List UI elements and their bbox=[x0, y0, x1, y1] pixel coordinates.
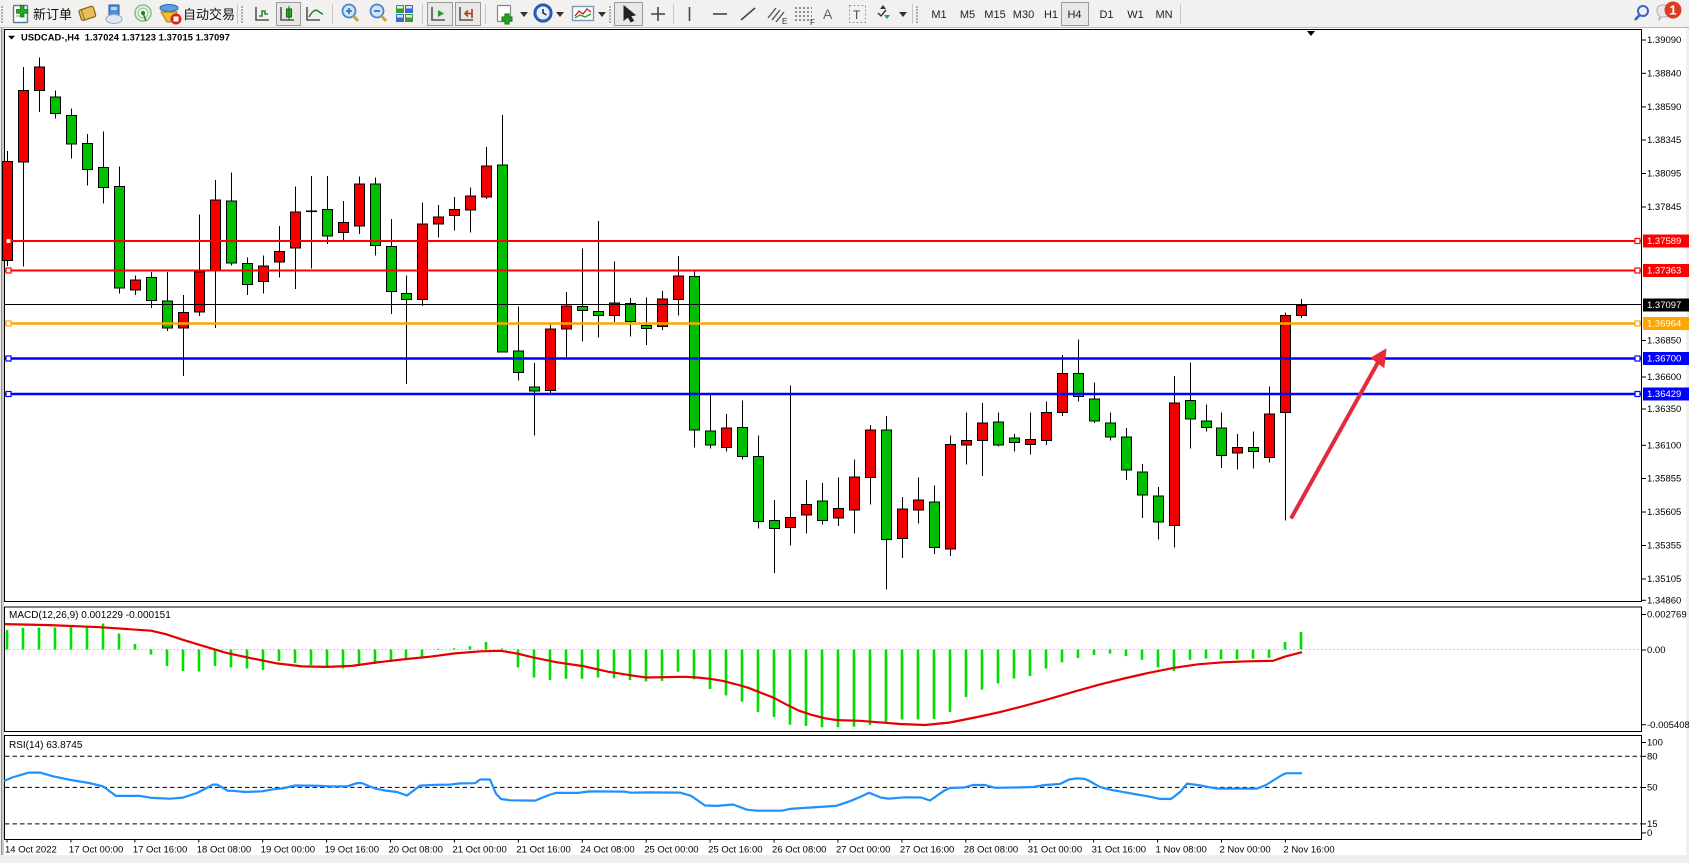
svg-text:2 Nov 16:00: 2 Nov 16:00 bbox=[1283, 845, 1334, 856]
svg-text:1.38345: 1.38345 bbox=[1647, 135, 1681, 146]
svg-text:24 Oct 08:00: 24 Oct 08:00 bbox=[580, 845, 634, 856]
svg-text:19 Oct 16:00: 19 Oct 16:00 bbox=[325, 845, 379, 856]
svg-text:1.37845: 1.37845 bbox=[1647, 202, 1681, 213]
svg-text:1.38095: 1.38095 bbox=[1647, 169, 1681, 180]
svg-text:15: 15 bbox=[1647, 819, 1658, 830]
svg-text:1.37363: 1.37363 bbox=[1647, 266, 1681, 277]
svg-text:新订单: 新订单 bbox=[33, 7, 72, 22]
svg-text:自动交易: 自动交易 bbox=[183, 7, 235, 22]
svg-text:2 Nov 00:00: 2 Nov 00:00 bbox=[1219, 845, 1270, 856]
svg-text:RSI(14) 63.8745: RSI(14) 63.8745 bbox=[9, 740, 83, 751]
svg-text:D1: D1 bbox=[1099, 9, 1113, 21]
svg-text:18 Oct 08:00: 18 Oct 08:00 bbox=[197, 845, 251, 856]
svg-text:M15: M15 bbox=[984, 9, 1005, 21]
svg-text:1.37097: 1.37097 bbox=[1647, 300, 1681, 311]
svg-text:1 Nov 08:00: 1 Nov 08:00 bbox=[1156, 845, 1207, 856]
svg-text:MACD(12,26,9) 0.001229 -0.0001: MACD(12,26,9) 0.001229 -0.000151 bbox=[9, 610, 171, 621]
svg-text:1.36350: 1.36350 bbox=[1647, 404, 1681, 415]
svg-text:1.35355: 1.35355 bbox=[1647, 541, 1681, 552]
svg-text:0.00: 0.00 bbox=[1647, 645, 1666, 656]
svg-text:1: 1 bbox=[1669, 3, 1676, 18]
svg-text:1.36964: 1.36964 bbox=[1647, 319, 1681, 330]
svg-text:20 Oct 08:00: 20 Oct 08:00 bbox=[389, 845, 443, 856]
svg-text:H1: H1 bbox=[1044, 9, 1058, 21]
svg-text:T: T bbox=[853, 8, 861, 22]
svg-text:1.36429: 1.36429 bbox=[1647, 389, 1681, 400]
svg-text:W1: W1 bbox=[1127, 9, 1144, 21]
svg-text:31 Oct 00:00: 31 Oct 00:00 bbox=[1028, 845, 1082, 856]
svg-text:17 Oct 00:00: 17 Oct 00:00 bbox=[69, 845, 123, 856]
svg-text:21 Oct 00:00: 21 Oct 00:00 bbox=[452, 845, 506, 856]
svg-text:50: 50 bbox=[1647, 783, 1658, 794]
svg-text:E: E bbox=[782, 17, 787, 26]
svg-text:1.39090: 1.39090 bbox=[1647, 35, 1681, 46]
svg-text:25 Oct 00:00: 25 Oct 00:00 bbox=[644, 845, 698, 856]
svg-text:MN: MN bbox=[1155, 9, 1172, 21]
svg-text:1.36850: 1.36850 bbox=[1647, 336, 1681, 347]
svg-text:0: 0 bbox=[1647, 828, 1652, 839]
svg-text:0.002769: 0.002769 bbox=[1647, 610, 1687, 621]
svg-text:1.34860: 1.34860 bbox=[1647, 596, 1681, 607]
svg-text:1.35105: 1.35105 bbox=[1647, 574, 1681, 585]
svg-text:1.38590: 1.38590 bbox=[1647, 102, 1681, 113]
svg-text:F: F bbox=[810, 18, 815, 27]
svg-text:-0.005408: -0.005408 bbox=[1647, 720, 1689, 731]
svg-text:19 Oct 00:00: 19 Oct 00:00 bbox=[261, 845, 315, 856]
svg-text:27 Oct 16:00: 27 Oct 16:00 bbox=[900, 845, 954, 856]
svg-text:14 Oct 2022: 14 Oct 2022 bbox=[5, 845, 57, 856]
svg-text:M1: M1 bbox=[931, 9, 946, 21]
svg-text:H4: H4 bbox=[1067, 9, 1081, 21]
svg-text:1.36100: 1.36100 bbox=[1647, 441, 1681, 452]
svg-text:M5: M5 bbox=[960, 9, 975, 21]
svg-text:A: A bbox=[823, 6, 833, 22]
svg-text:21 Oct 16:00: 21 Oct 16:00 bbox=[516, 845, 570, 856]
svg-text:28 Oct 08:00: 28 Oct 08:00 bbox=[964, 845, 1018, 856]
svg-text:1.35605: 1.35605 bbox=[1647, 507, 1681, 518]
svg-text:27 Oct 00:00: 27 Oct 00:00 bbox=[836, 845, 890, 856]
svg-text:1.38840: 1.38840 bbox=[1647, 69, 1681, 80]
svg-text:26 Oct 08:00: 26 Oct 08:00 bbox=[772, 845, 826, 856]
svg-text:USDCAD-,H4 1.37024 1.37123 1.: USDCAD-,H4 1.37024 1.37123 1.37015 1.370… bbox=[21, 33, 230, 43]
svg-text:1.36700: 1.36700 bbox=[1647, 354, 1681, 365]
svg-text:80: 80 bbox=[1647, 752, 1658, 763]
svg-text:100: 100 bbox=[1647, 738, 1663, 749]
svg-text:1.37589: 1.37589 bbox=[1647, 236, 1681, 247]
svg-text:1.35855: 1.35855 bbox=[1647, 474, 1681, 485]
svg-text:31 Oct 16:00: 31 Oct 16:00 bbox=[1092, 845, 1146, 856]
svg-text:17 Oct 16:00: 17 Oct 16:00 bbox=[133, 845, 187, 856]
svg-text:M30: M30 bbox=[1013, 9, 1034, 21]
svg-text:1.36600: 1.36600 bbox=[1647, 372, 1681, 383]
svg-text:25 Oct 16:00: 25 Oct 16:00 bbox=[708, 845, 762, 856]
